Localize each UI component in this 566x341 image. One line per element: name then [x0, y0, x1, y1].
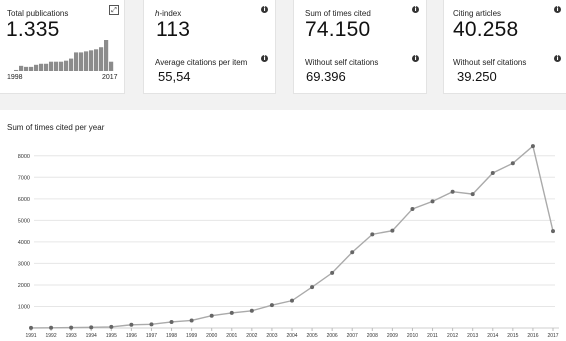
- citing-articles-without-self-value: 39.250: [457, 69, 497, 84]
- info-icon[interactable]: i: [554, 55, 561, 62]
- avg-citations-label: Average citations per item: [155, 58, 248, 67]
- publications-end-year: 2017: [102, 74, 118, 81]
- info-icon[interactable]: i: [554, 6, 561, 13]
- citing-articles-label: Citing articles: [453, 9, 502, 18]
- avg-citations-value: 55,54: [158, 69, 191, 84]
- h-index-value: 113: [156, 18, 191, 41]
- spark-bar: [94, 49, 99, 71]
- times-cited-label: Sum of times cited: [305, 9, 371, 18]
- publications-sparkline: [14, 40, 114, 71]
- spark-bar: [54, 61, 59, 71]
- spark-bar: [49, 61, 54, 71]
- info-icon[interactable]: i: [412, 55, 419, 62]
- spark-bar: [29, 66, 34, 71]
- card-h-index: h-index i 113 Average citations per item…: [144, 0, 275, 93]
- spark-bar: [79, 52, 84, 71]
- spark-bar: [39, 63, 44, 71]
- expand-icon[interactable]: ⤢: [109, 5, 119, 15]
- spark-bar: [64, 60, 69, 71]
- info-icon[interactable]: i: [261, 6, 268, 13]
- spark-bar: [59, 61, 64, 71]
- info-icon[interactable]: i: [261, 55, 268, 62]
- spark-bar: [84, 51, 89, 71]
- spark-bar: [99, 47, 104, 71]
- spark-bar: [69, 58, 74, 71]
- times-cited-without-self-label: Without self citations: [305, 58, 379, 67]
- spark-bar: [89, 50, 94, 71]
- spark-bar: [104, 40, 109, 71]
- citing-articles-value: 40.258: [453, 18, 519, 41]
- spark-bar: [14, 69, 19, 71]
- spark-bar: [19, 65, 24, 71]
- times-cited-value: 74.150: [305, 18, 371, 41]
- total-publications-label: Total publications: [7, 9, 69, 18]
- spark-bar: [109, 61, 114, 71]
- times-cited-without-self-value: 69.396: [306, 69, 346, 84]
- spark-bar: [44, 63, 49, 71]
- card-citing-articles: Citing articles i 40.258 Without self ci…: [444, 0, 566, 93]
- total-publications-value: 1.335: [6, 18, 60, 41]
- h-index-label-prefix: h: [155, 9, 160, 18]
- card-total-publications: Total publications ⤢ 1.335 1998 2017: [0, 0, 124, 93]
- spark-bar: [24, 66, 29, 71]
- info-icon[interactable]: i: [412, 6, 419, 13]
- spark-bar: [74, 52, 79, 71]
- spark-bar: [34, 64, 39, 71]
- citations-chart-panel: [0, 110, 566, 341]
- card-times-cited: Sum of times cited i 74.150 Without self…: [294, 0, 426, 93]
- publications-start-year: 1998: [7, 74, 23, 81]
- citing-articles-without-self-label: Without self citations: [453, 58, 527, 67]
- h-index-label-text: -index: [159, 9, 182, 18]
- chart-title: Sum of times cited per year: [7, 123, 105, 132]
- h-index-label: h-index: [155, 9, 181, 18]
